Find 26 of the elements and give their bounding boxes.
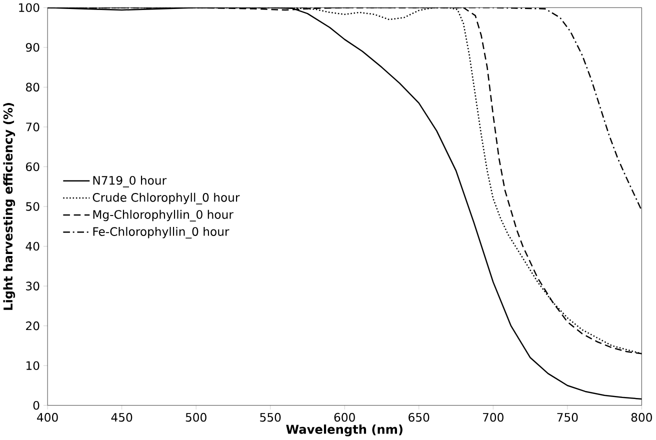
x-tick-label: 450 <box>111 413 132 422</box>
y-tick-label: 90 <box>26 43 40 52</box>
x-tick-label: 800 <box>631 413 652 422</box>
legend-label: Crude Chlorophyll_0 hour <box>92 193 240 205</box>
legend-label: Fe-Chlorophyllin_0 hour <box>93 227 230 239</box>
y-tick-label: 70 <box>26 122 40 132</box>
y-tick-label: 100 <box>19 3 40 12</box>
y-axis-title: Light harvesting efficiency (%) <box>3 103 16 310</box>
y-tick-label: 40 <box>26 242 40 251</box>
y-tick-label: 50 <box>26 202 40 212</box>
legend-label: N719_0 hour <box>93 176 167 188</box>
x-axis-title: Wavelength (nm) <box>286 424 402 437</box>
y-tick-label: 20 <box>26 322 40 330</box>
x-tick-label: 400 <box>37 413 58 422</box>
y-tick-label: 30 <box>26 282 40 291</box>
x-tick-label: 500 <box>186 413 206 422</box>
y-tick-label: 0 <box>33 401 40 410</box>
y-tick-label: 80 <box>26 83 40 92</box>
x-tick-label: 600 <box>334 413 355 422</box>
y-tick-label: 60 <box>26 162 40 172</box>
x-tick-label: 550 <box>260 413 281 422</box>
legend-label: Mg-Chlorophyllin_0 hour <box>93 210 234 222</box>
y-tick-label: 10 <box>26 361 40 370</box>
x-tick-label: 700 <box>483 413 504 422</box>
x-tick-label: 750 <box>557 413 578 422</box>
x-tick-label: 650 <box>408 413 430 422</box>
